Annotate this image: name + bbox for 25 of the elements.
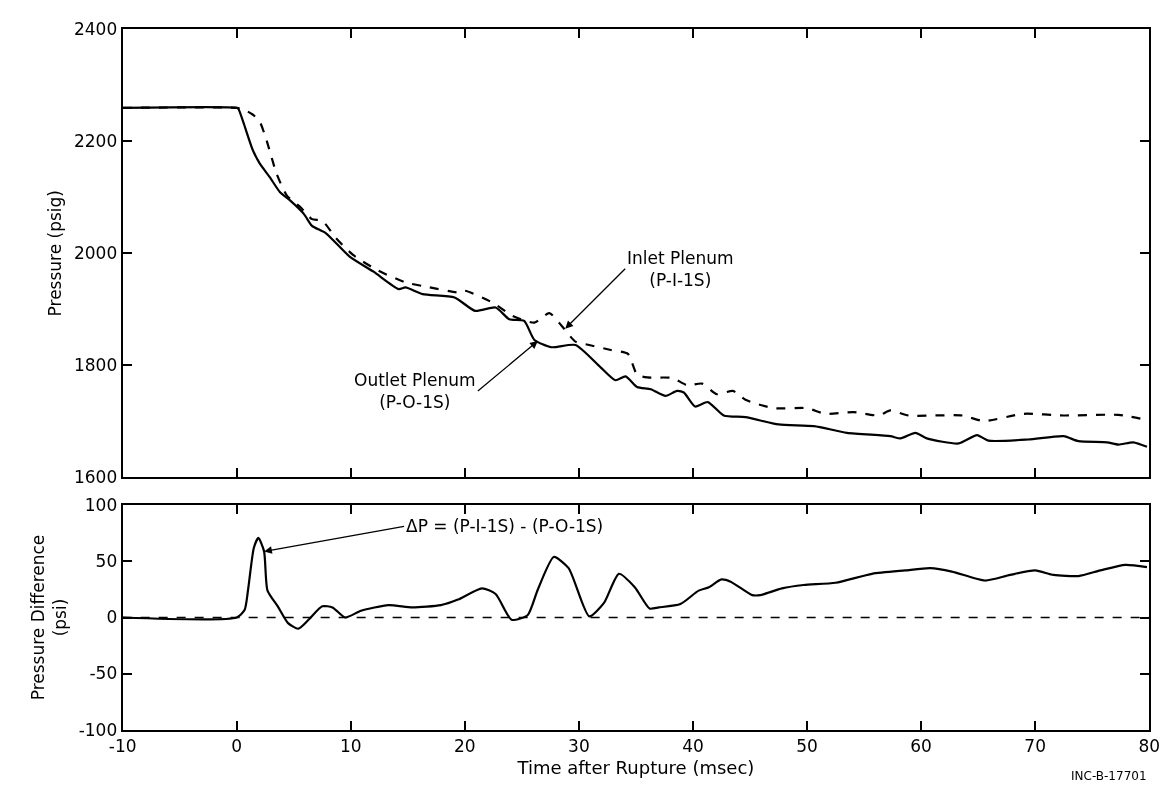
y-tick-label: 0 — [106, 607, 118, 628]
y-tick-label: 100 — [84, 495, 118, 516]
y-tick-label: 1600 — [73, 466, 118, 487]
y-tick-label: 50 — [95, 551, 118, 572]
annotation: ΔP = (P-I-1S) - (P-O-1S) — [406, 516, 604, 536]
x-tick-label: 10 — [339, 735, 362, 756]
x-tick-label: 60 — [910, 735, 932, 756]
y-axis-title: Pressure (psig) — [45, 190, 66, 317]
annotation: Inlet Plenum (P-I-1S) — [627, 248, 734, 291]
y-tick-label: -50 — [89, 663, 118, 684]
x-tick-label: 70 — [1024, 735, 1046, 756]
y-tick-label: 2400 — [73, 19, 118, 40]
text: INC-B-17701 — [1071, 769, 1147, 783]
y-tick-label: 2200 — [73, 131, 118, 152]
y-tick-label: 2000 — [73, 243, 118, 264]
x-tick-label: 80 — [1138, 735, 1161, 756]
x-tick-label: 30 — [568, 735, 590, 756]
annotation: Outlet Plenum (P-O-1S) — [354, 370, 476, 413]
x-axis-title: Time after Rupture (msec) — [516, 756, 755, 778]
x-tick-label: 0 — [231, 735, 243, 756]
x-tick-label: 40 — [682, 735, 704, 756]
y-tick-label: 1800 — [73, 355, 118, 376]
x-tick-label: 50 — [796, 735, 818, 756]
x-tick-label: 20 — [454, 735, 476, 756]
y-axis-title: Pressure Difference (psi) — [27, 534, 70, 701]
